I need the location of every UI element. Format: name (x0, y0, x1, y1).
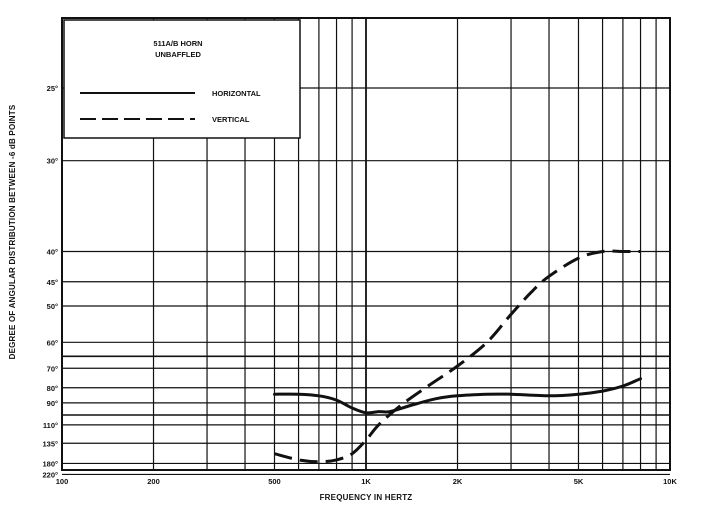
legend-box (63, 19, 301, 139)
y-tick-label: 40° (47, 248, 58, 257)
x-axis-title: FREQUENCY IN HERTZ (320, 493, 413, 502)
series-line-vertical (274, 249, 641, 464)
legend-subtitle: UNBAFFLED (155, 50, 201, 59)
x-tick-label: 2K (453, 477, 463, 486)
y-tick-label: 30° (47, 157, 58, 166)
y-tick-label: 45° (47, 278, 58, 287)
x-tick-label: 10K (663, 477, 677, 486)
series-line-horizontal (273, 377, 642, 415)
y-tick-label: 50° (47, 302, 58, 311)
legend: 511A/B HORN UNBAFFLED HORIZONTAL VERTICA… (63, 19, 301, 139)
x-tick-label: 5K (574, 477, 584, 486)
y-tick-label: 110° (43, 421, 58, 430)
y-axis-title: DEGREE OF ANGULAR DISTRIBUTION BETWEEN -… (8, 104, 17, 359)
x-tick-label: 1K (361, 477, 371, 486)
y-tick-label: 180° (42, 459, 58, 468)
y-tick-label: 70° (47, 364, 58, 373)
y-tick-label: 135° (42, 439, 58, 448)
legend-title: 511A/B HORN (153, 39, 202, 48)
x-tick-label: 100 (56, 477, 69, 486)
y-tick-label: 80° (47, 384, 58, 393)
y-tick-labels: 25° 30° 40° 45° 50° 60° 70° 80° 90° 110° 135° 180° 2… (42, 84, 58, 479)
x-tick-labels: 100 200 500 1K 2K 5K 10K (56, 477, 678, 486)
legend-label-horizontal: HORIZONTAL (212, 89, 261, 98)
x-tick-label: 500 (268, 477, 281, 486)
y-tick-label: 60° (47, 338, 58, 347)
plot-frame (61, 17, 671, 471)
series-layer (273, 249, 642, 464)
legend-label-vertical: VERTICAL (212, 115, 250, 124)
y-tick-label: 90° (47, 399, 58, 408)
y-tick-label: 220° (42, 470, 58, 479)
x-tick-label: 200 (147, 477, 160, 486)
y-tick-label: 25° (47, 84, 58, 93)
